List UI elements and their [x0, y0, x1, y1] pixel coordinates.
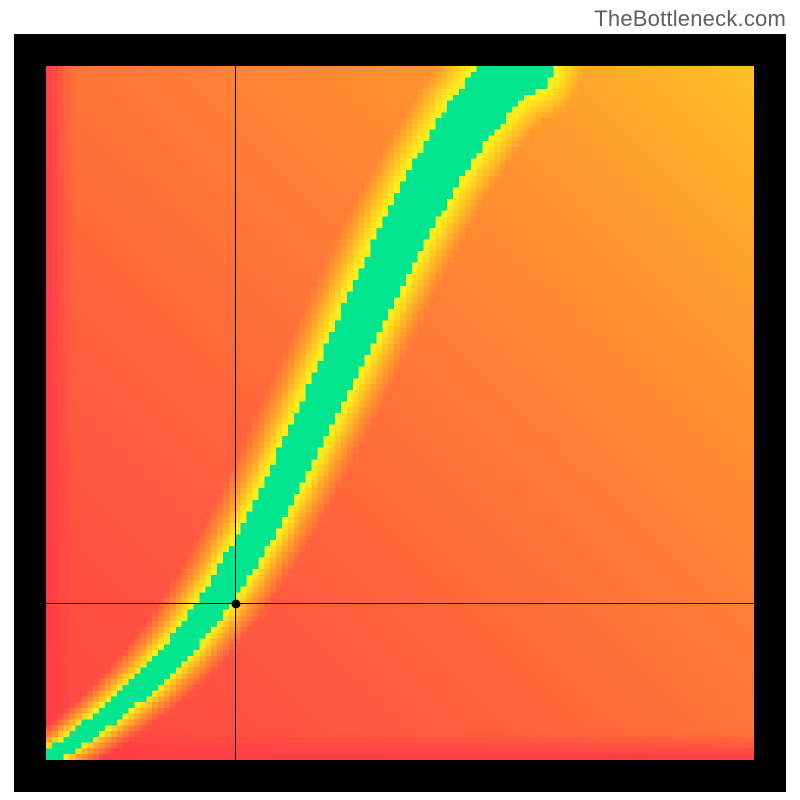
- crosshair-horizontal: [46, 603, 754, 604]
- marker-dot: [231, 599, 240, 608]
- crosshair-vertical: [235, 66, 236, 760]
- heatmap-canvas: [46, 66, 754, 760]
- chart-container: TheBottleneck.com: [0, 0, 800, 800]
- watermark-text: TheBottleneck.com: [594, 6, 786, 32]
